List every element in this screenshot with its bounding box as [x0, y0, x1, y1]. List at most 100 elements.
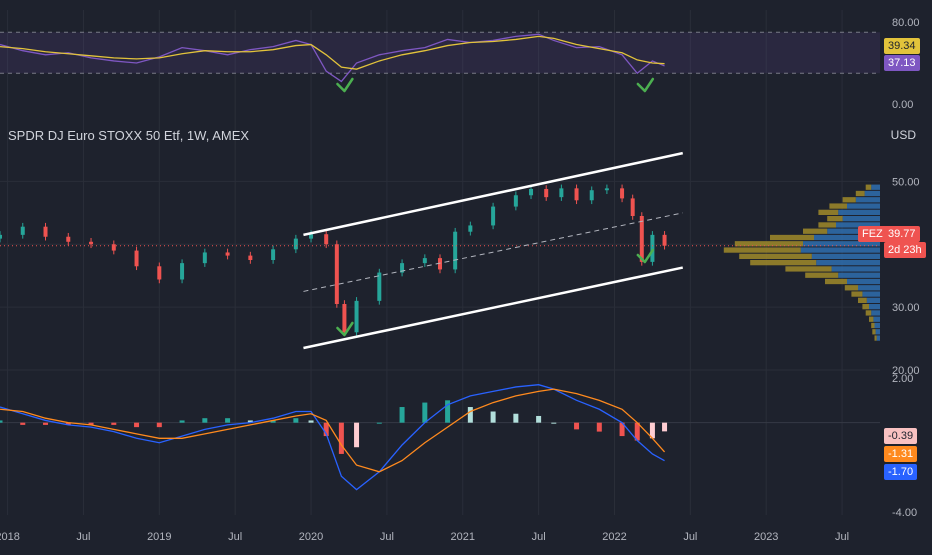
volume-profile-up-bar: [811, 253, 880, 259]
macd-histogram-bar: [619, 422, 625, 437]
volume-profile-up-bar: [875, 329, 880, 335]
macd-histogram-bar: [634, 422, 640, 441]
volume-profile-down-bar: [865, 310, 872, 316]
macd-histogram-bar: [20, 422, 26, 425]
volume-profile-down-bar: [825, 278, 847, 285]
candle-body: [248, 255, 253, 260]
macd-histogram-bar: [0, 420, 3, 423]
volume-profile-down-bar: [829, 203, 847, 209]
macd-histogram-bar: [399, 407, 405, 423]
volume-profile-down-bar: [739, 253, 812, 259]
macd-line-badge: -1.70: [884, 464, 918, 480]
candle-body: [377, 272, 382, 301]
x-axis-tick-label: 2018: [0, 531, 20, 543]
x-axis-tick-label: 2022: [602, 531, 626, 543]
macd-histogram-bar: [376, 422, 382, 424]
volume-profile-down-bar: [805, 272, 839, 278]
macd-histogram-bar: [88, 422, 94, 425]
macd-histogram-bar: [111, 422, 117, 425]
candle-body: [604, 188, 609, 191]
candle-body: [334, 244, 339, 304]
candle-body: [271, 249, 276, 260]
candle-body: [309, 234, 314, 239]
symbol-badge: FEZ: [858, 226, 887, 242]
macd-histogram-bar: [270, 420, 276, 423]
volume-profile-down-bar: [842, 197, 856, 203]
candle-body: [491, 206, 496, 226]
macd-line: [0, 384, 665, 491]
volume-profile-down-bar: [818, 209, 839, 215]
volume-profile-up-bar: [876, 335, 880, 341]
volume-profile-up-bar: [873, 316, 880, 322]
volume-profile-down-bar: [862, 304, 869, 310]
volume-profile-up-bar: [814, 234, 880, 241]
x-axis-tick-label: 2021: [451, 531, 475, 543]
volume-profile-up-bar: [871, 184, 880, 190]
macd-tick-label: 2.00: [892, 373, 913, 385]
macd-histogram-bar: [338, 422, 344, 454]
macd-histogram-bar: [422, 402, 428, 423]
channel-lower-line: [303, 266, 684, 350]
candle-body: [630, 198, 635, 216]
checkmark-annotation: [336, 321, 354, 337]
macd-histogram-bar: [490, 411, 496, 423]
volume-profile-up-bar: [869, 304, 880, 310]
macd-histogram-bar: [445, 400, 451, 423]
volume-profile-up-bar: [847, 203, 880, 209]
volume-profile-up-bar: [862, 291, 880, 297]
rsi-band: [0, 32, 880, 74]
volume-profile-up-bar: [858, 285, 880, 291]
x-axis-tick-label: Jul: [228, 531, 242, 543]
rsi-ma-badge: 39.34: [884, 38, 920, 54]
macd-histogram-bar: [202, 418, 208, 423]
rsi-ma-line: [0, 35, 665, 70]
candle-body: [225, 252, 230, 256]
volume-profile-down-bar: [723, 247, 801, 253]
macd-histogram-bar: [156, 422, 162, 428]
candle-body: [324, 234, 329, 245]
candle-body: [66, 236, 71, 242]
macd-tick-label: -4.00: [892, 507, 917, 519]
volume-profile-up-bar: [836, 222, 880, 228]
x-axis-tick-label: Jul: [532, 531, 546, 543]
price-tick-label: 20.00: [892, 365, 920, 377]
price-tick-label: 30.00: [892, 302, 920, 314]
macd-histogram-bar: [551, 422, 557, 424]
macd-histogram-bar: [467, 407, 473, 423]
volume-profile-up-bar: [842, 216, 880, 222]
volume-profile-up-bar: [855, 197, 880, 203]
candle-body: [639, 216, 644, 262]
candle-body: [293, 238, 298, 250]
macd-signal-badge: -1.31: [884, 446, 918, 462]
macd-histogram-bar: [225, 418, 231, 423]
candle-body: [438, 258, 442, 270]
candle-body: [662, 234, 667, 246]
volume-profile-down-bar: [750, 260, 817, 266]
macd-histogram-bar: [247, 420, 253, 423]
rsi-line: [0, 33, 665, 83]
candle-body: [43, 226, 48, 237]
candle-body: [0, 234, 2, 239]
volume-profile-down-bar: [874, 335, 877, 341]
macd-histogram-bar: [596, 422, 602, 432]
volume-profile-down-bar: [871, 322, 875, 329]
channel-upper-line: [303, 151, 684, 237]
macd-histogram-bar: [65, 422, 71, 425]
volume-profile-down-bar: [844, 285, 858, 291]
x-axis-tick-label: 2019: [147, 531, 171, 543]
candle-body: [354, 300, 359, 333]
rsi-tick-label: 0.00: [892, 99, 913, 111]
candle-body: [400, 263, 405, 273]
candle-body: [157, 266, 162, 280]
volume-profile-down-bar: [803, 228, 828, 234]
x-axis-tick-label: Jul: [835, 531, 849, 543]
macd-histogram-bar: [513, 413, 519, 423]
volume-profile-up-bar: [800, 247, 880, 253]
macd-histogram-bar: [293, 418, 299, 423]
macd-histogram-bar: [308, 420, 314, 423]
rsi-value-badge: 37.13: [884, 55, 920, 71]
checkmark-annotation: [636, 248, 655, 264]
last-price-badge: 39.77: [884, 226, 920, 242]
candle-body: [650, 234, 655, 262]
